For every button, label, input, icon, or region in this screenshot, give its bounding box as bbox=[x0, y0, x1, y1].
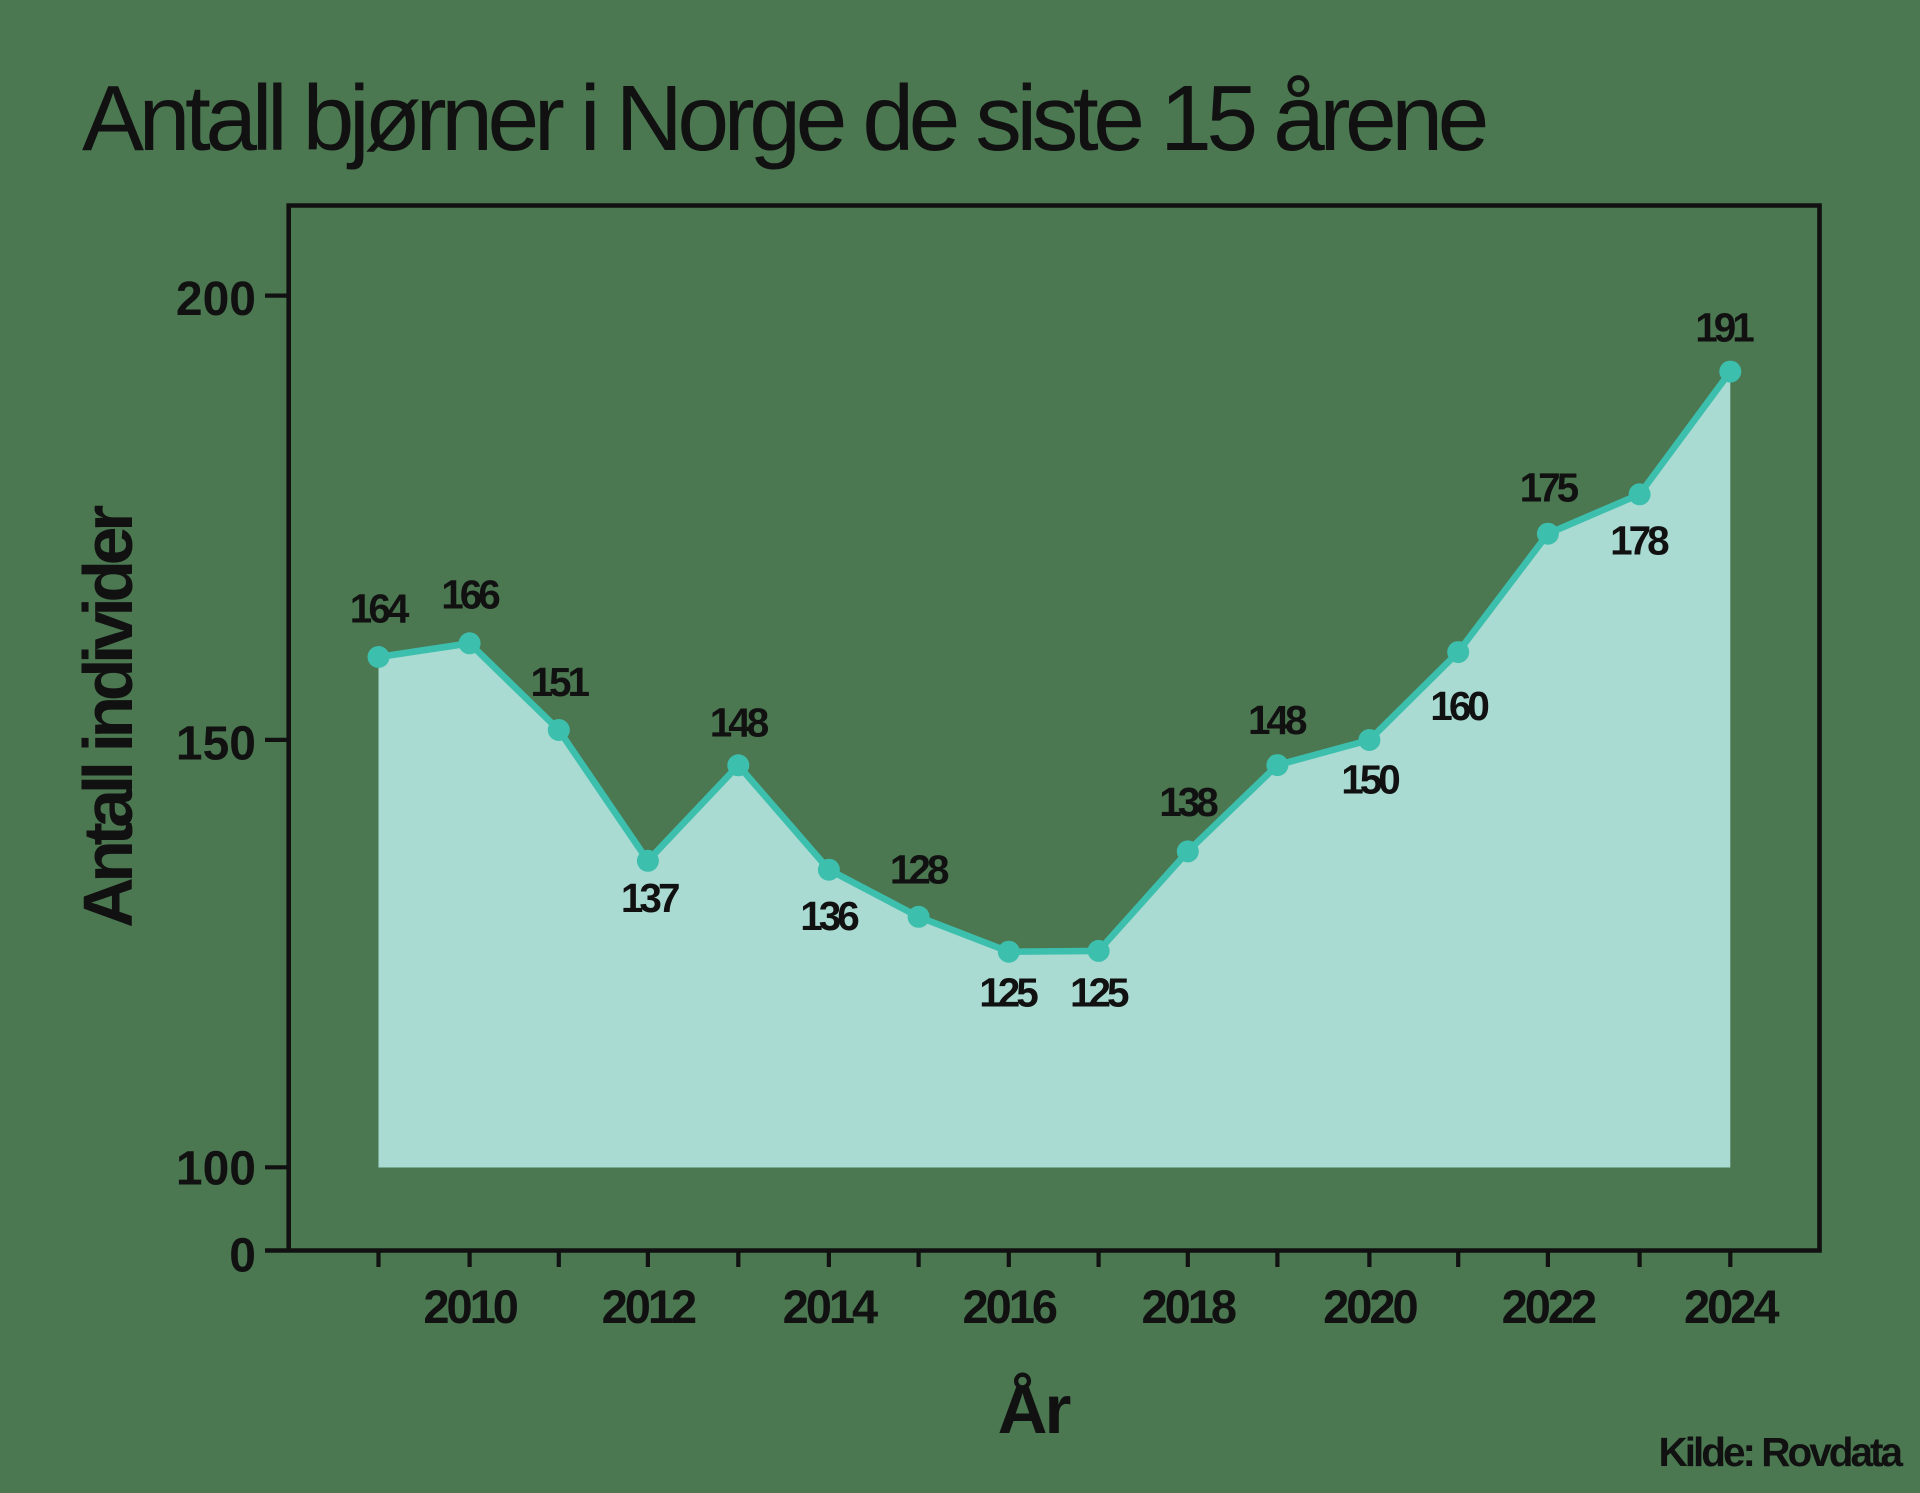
svg-text:Kilde: Rovdata: Kilde: Rovdata bbox=[1658, 1429, 1903, 1475]
svg-text:125: 125 bbox=[979, 969, 1038, 1015]
svg-text:Antall individer: Antall individer bbox=[69, 505, 147, 928]
svg-text:191: 191 bbox=[1695, 305, 1754, 351]
svg-text:2010: 2010 bbox=[423, 1280, 517, 1333]
svg-text:136: 136 bbox=[800, 893, 859, 939]
svg-text:2016: 2016 bbox=[963, 1280, 1057, 1333]
svg-text:150: 150 bbox=[1341, 757, 1399, 803]
svg-text:160: 160 bbox=[1430, 683, 1488, 729]
svg-text:Antall bjørner i Norge de sist: Antall bjørner i Norge de siste 15 årene bbox=[82, 66, 1486, 170]
svg-text:125: 125 bbox=[1070, 969, 1129, 1015]
svg-text:2022: 2022 bbox=[1502, 1280, 1596, 1333]
svg-text:0: 0 bbox=[229, 1230, 256, 1283]
svg-text:138: 138 bbox=[1159, 779, 1218, 825]
svg-text:2018: 2018 bbox=[1142, 1280, 1236, 1333]
svg-text:128: 128 bbox=[890, 847, 949, 893]
svg-text:100: 100 bbox=[176, 1143, 256, 1196]
svg-text:178: 178 bbox=[1610, 518, 1669, 564]
svg-text:175: 175 bbox=[1520, 464, 1579, 510]
svg-text:2020: 2020 bbox=[1323, 1280, 1417, 1333]
svg-text:2014: 2014 bbox=[783, 1280, 878, 1333]
svg-text:148: 148 bbox=[1248, 697, 1307, 743]
svg-text:166: 166 bbox=[441, 572, 500, 618]
svg-text:200: 200 bbox=[176, 273, 256, 326]
svg-text:151: 151 bbox=[531, 659, 590, 705]
svg-text:164: 164 bbox=[350, 586, 410, 632]
svg-text:2024: 2024 bbox=[1684, 1280, 1779, 1333]
svg-text:137: 137 bbox=[621, 875, 679, 921]
svg-text:150: 150 bbox=[176, 718, 256, 771]
svg-text:148: 148 bbox=[710, 700, 769, 746]
svg-text:2012: 2012 bbox=[602, 1280, 696, 1333]
svg-text:År: År bbox=[998, 1371, 1071, 1448]
